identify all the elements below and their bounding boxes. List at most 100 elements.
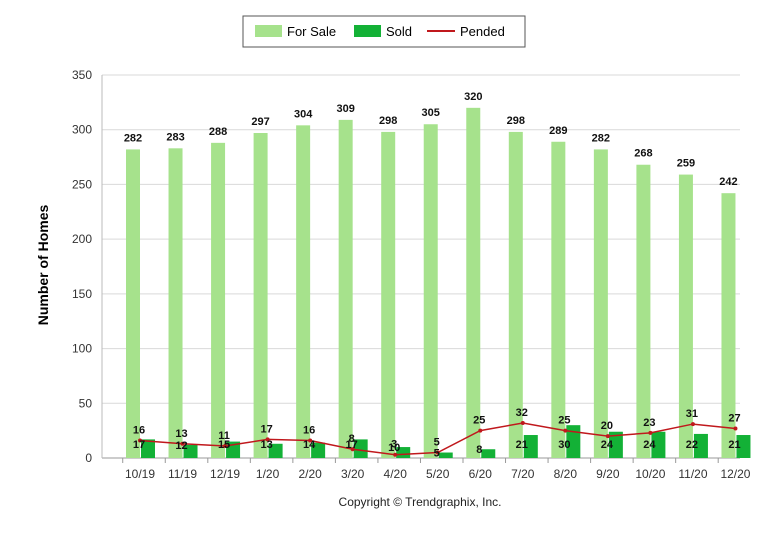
label-pended: 23 — [643, 417, 655, 429]
legend-swatch-for-sale — [255, 25, 282, 37]
label-pended: 16 — [303, 424, 315, 436]
label-sold: 10 — [388, 442, 400, 454]
label-sold: 17 — [346, 439, 358, 451]
label-for-sale: 320 — [464, 91, 482, 103]
x-tick-label: 11/19 — [168, 467, 197, 481]
y-tick-label: 50 — [79, 396, 93, 410]
bar-sold — [566, 425, 581, 458]
label-for-sale: 298 — [379, 115, 397, 127]
pended-line — [139, 422, 736, 456]
y-tick-label: 300 — [72, 123, 92, 137]
label-sold: 24 — [643, 439, 656, 451]
label-pended: 31 — [686, 408, 698, 420]
bar-sold — [183, 444, 198, 458]
bars — [126, 107, 751, 459]
label-sold: 8 — [476, 444, 482, 456]
label-for-sale: 282 — [592, 132, 610, 144]
bar-sold — [438, 452, 453, 458]
bar-for-sale — [381, 131, 396, 458]
y-tick-labels: 0 50 100 150 200 250 300 350 — [72, 68, 92, 465]
label-sold: 24 — [601, 439, 614, 451]
legend-label-for-sale: For Sale — [287, 24, 336, 39]
label-pended: 3 — [391, 439, 397, 451]
y-tick-label: 100 — [72, 342, 92, 356]
label-for-sale: 305 — [422, 107, 440, 119]
pended-line-group — [138, 420, 738, 457]
x-tick-label: 10/20 — [635, 467, 665, 481]
label-for-sale: 297 — [251, 116, 269, 128]
legend: For Sale Sold Pended — [242, 15, 526, 48]
label-sold: 5 — [434, 448, 440, 460]
label-sold: 30 — [558, 439, 570, 451]
legend-box — [242, 15, 526, 48]
x-tick-label: 8/20 — [554, 467, 578, 481]
x-tick-label: 12/20 — [720, 467, 750, 481]
label-for-sale: 242 — [719, 176, 737, 188]
label-pended: 16 — [133, 424, 145, 436]
bar-for-sale — [338, 119, 353, 458]
label-for-sale: 309 — [336, 103, 354, 115]
label-sold: 14 — [303, 439, 316, 451]
bar-sold — [481, 449, 496, 458]
x-tick-label: 6/20 — [469, 467, 493, 481]
x-tick-label: 5/20 — [426, 467, 450, 481]
legend-label-sold: Sold — [386, 24, 412, 39]
bar-sold — [353, 439, 368, 458]
legend-swatch-sold — [354, 25, 381, 37]
x-tick-label: 11/20 — [678, 467, 707, 481]
label-pended: 13 — [175, 428, 187, 440]
bar-for-sale — [678, 174, 693, 458]
bar-sold — [268, 443, 283, 458]
label-for-sale: 268 — [634, 148, 652, 160]
y-tick-label: 200 — [72, 232, 92, 246]
x-tick-label: 1/20 — [256, 467, 280, 481]
bar-sold — [693, 433, 708, 458]
x-tick-label: 9/20 — [596, 467, 620, 481]
bar-sold — [608, 431, 623, 458]
x-tick-label: 7/20 — [511, 467, 535, 481]
label-for-sale: 288 — [209, 126, 227, 138]
label-for-sale: 289 — [549, 125, 567, 137]
bar-sold — [736, 435, 751, 458]
y-axis-title: Number of Homes — [35, 205, 51, 326]
data-labels: 2821617283131228811152971713304161430981… — [124, 91, 741, 460]
label-for-sale: 298 — [507, 115, 525, 127]
x-tick-label: 10/19 — [125, 467, 155, 481]
label-pended: 8 — [349, 433, 355, 445]
y-tick-label: 350 — [72, 68, 92, 82]
bar-sold — [141, 439, 155, 458]
bar-sold — [651, 431, 666, 458]
bar-for-sale — [296, 125, 311, 458]
label-sold: 13 — [260, 439, 272, 451]
label-for-sale: 259 — [677, 158, 695, 170]
bar-sold — [523, 435, 538, 458]
label-sold: 15 — [218, 439, 230, 451]
x-tick-labels: 10/19 11/19 12/19 1/20 2/20 3/20 4/20 5/20 6/20 7… — [125, 467, 751, 481]
label-for-sale: 304 — [294, 108, 313, 120]
bar-for-sale — [168, 148, 183, 458]
bar-sold — [311, 442, 326, 458]
label-sold: 12 — [175, 440, 187, 452]
bar-for-sale — [466, 107, 481, 458]
bar-for-sale — [253, 132, 268, 459]
bar-sold — [396, 447, 411, 458]
x-tick-label: 4/20 — [384, 467, 408, 481]
grid-lines — [101, 74, 740, 463]
y-tick-label: 150 — [72, 287, 92, 301]
bar-for-sale — [636, 164, 651, 458]
label-pended: 27 — [728, 412, 740, 424]
label-sold: 22 — [686, 439, 698, 451]
bar-for-sale — [508, 131, 523, 458]
label-pended: 20 — [601, 420, 613, 432]
x-tick-label: 2/20 — [298, 467, 322, 481]
bar-for-sale — [721, 193, 736, 458]
label-sold: 21 — [516, 439, 528, 451]
label-pended: 11 — [218, 430, 230, 442]
bar-for-sale — [211, 142, 226, 459]
label-sold: 21 — [728, 439, 740, 451]
label-for-sale: 283 — [166, 131, 184, 143]
copyright-text: Copyright © Trendgraphix, Inc. — [339, 495, 502, 509]
x-tick-label: 3/20 — [341, 467, 365, 481]
y-tick-label: 0 — [85, 451, 92, 465]
